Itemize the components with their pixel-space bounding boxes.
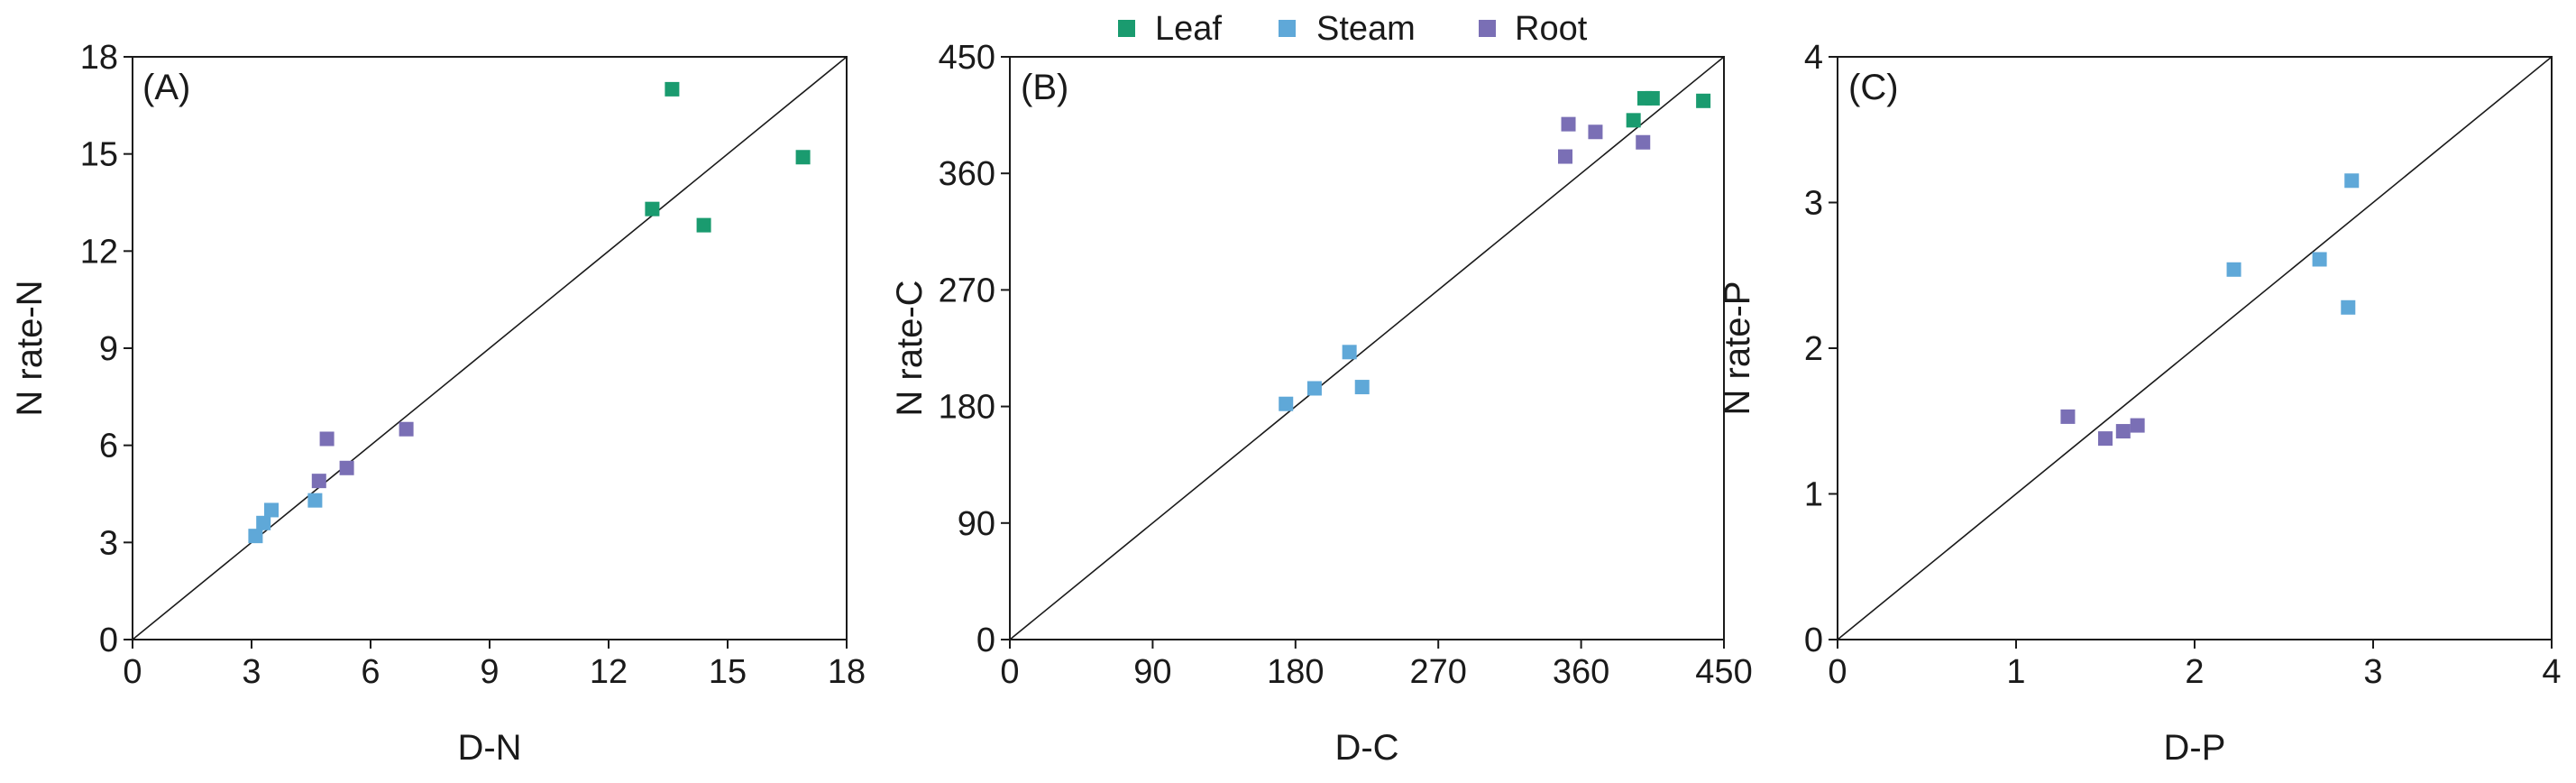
y-tick-label: 18 — [80, 39, 118, 77]
x-tick-label: 1 — [2006, 653, 2025, 691]
x-tick-label: 270 — [1409, 653, 1466, 691]
x-tick-label: 6 — [361, 653, 380, 691]
x-tick-label: 2 — [2185, 653, 2204, 691]
legend-label-root: Root — [1515, 10, 1588, 48]
panel-a: 0 3 6 9 12 15 18 0 3 6 9 12 15 18 (A) D-N N rate-N — [10, 39, 866, 768]
y-tick-label: 9 — [99, 330, 118, 368]
data-point-leaf — [795, 150, 811, 165]
data-point-leaf — [1626, 113, 1641, 128]
panel-a-x-axis-title: D-N — [457, 728, 521, 768]
data-point-root — [2060, 409, 2076, 424]
panel-c: 0 1 2 3 4 0 1 2 3 4 (C) D-P N rate-P — [1718, 39, 2562, 768]
x-tick-label: 3 — [2363, 653, 2382, 691]
data-point-root — [319, 431, 335, 447]
y-tick-label: 6 — [99, 428, 118, 465]
data-point-steam — [1342, 345, 1357, 360]
legend-swatch-steam — [1279, 20, 1296, 37]
y-tick-label: 3 — [1804, 185, 1823, 223]
data-point-steam — [2226, 262, 2241, 277]
panel-b-one-to-one-line — [1009, 56, 1725, 640]
legend-swatch-root — [1479, 20, 1496, 37]
data-point-root — [1636, 134, 1651, 150]
data-point-leaf — [696, 217, 711, 233]
data-point-root — [339, 460, 354, 475]
data-point-leaf — [1696, 93, 1711, 108]
y-tick-label: 15 — [80, 136, 118, 174]
data-point-leaf — [1645, 90, 1660, 106]
x-tick-label: 360 — [1553, 653, 1609, 691]
data-point-steam — [1306, 381, 1322, 396]
legend-item-leaf: Leaf — [1118, 10, 1222, 48]
x-tick-label: 450 — [1695, 653, 1752, 691]
x-tick-label: 15 — [709, 653, 747, 691]
x-tick-label: 180 — [1267, 653, 1324, 691]
data-point-steam — [2344, 173, 2360, 189]
y-tick-label: 12 — [80, 233, 118, 271]
x-tick-label: 90 — [1133, 653, 1171, 691]
y-tick-label: 0 — [1804, 622, 1823, 659]
y-tick-label: 0 — [99, 622, 118, 659]
data-point-root — [2098, 431, 2113, 447]
x-tick-label: 0 — [1000, 653, 1019, 691]
x-tick-label: 3 — [242, 653, 261, 691]
x-tick-label: 0 — [1828, 653, 1847, 691]
panel-c-x-axis-title: D-P — [2164, 728, 2226, 768]
panel-b-label: (B) — [1021, 68, 1068, 107]
panel-a-label: (A) — [142, 68, 190, 107]
panel-b-plot: 0 90 180 270 360 450 0 90 180 270 360 450 — [939, 39, 1753, 691]
data-point-steam — [2312, 252, 2327, 267]
data-point-leaf — [665, 81, 680, 97]
legend-swatch-leaf — [1118, 20, 1135, 37]
data-point-root — [2115, 424, 2131, 439]
data-point-root — [1558, 149, 1572, 164]
panel-b-y-axis-title: N rate-C — [890, 280, 930, 416]
data-point-root — [399, 421, 414, 437]
x-tick-label: 18 — [828, 653, 866, 691]
panel-c-y-axis-title: N rate-P — [1718, 281, 1757, 416]
data-point-steam — [1354, 380, 1370, 395]
y-tick-label: 4 — [1804, 39, 1823, 77]
y-tick-label: 360 — [939, 155, 995, 193]
data-point-root — [1588, 124, 1603, 140]
data-point-root — [2130, 418, 2145, 433]
data-point-leaf — [645, 201, 660, 216]
legend: Leaf Steam Root — [1118, 10, 1588, 48]
legend-label-steam: Steam — [1316, 10, 1416, 48]
panel-a-y-axis-title: N rate-N — [10, 280, 50, 416]
panel-b-frame — [1009, 56, 1725, 640]
y-tick-label: 450 — [939, 39, 995, 77]
panel-c-one-to-one-line — [1837, 56, 2553, 640]
x-tick-label: 9 — [480, 653, 499, 691]
y-tick-label: 2 — [1804, 330, 1823, 368]
legend-label-leaf: Leaf — [1155, 10, 1222, 48]
x-tick-label: 12 — [590, 653, 628, 691]
panel-a-plot: 0 3 6 9 12 15 18 0 3 6 9 12 15 18 — [80, 39, 866, 691]
legend-item-root: Root — [1479, 10, 1588, 48]
y-tick-label: 180 — [939, 389, 995, 427]
y-tick-label: 1 — [1804, 476, 1823, 514]
data-point-steam — [1279, 396, 1294, 411]
x-tick-label: 4 — [2542, 653, 2561, 691]
data-point-steam — [2341, 299, 2356, 315]
panel-b-x-axis-title: D-C — [1334, 728, 1398, 768]
y-tick-label: 270 — [939, 272, 995, 309]
data-point-steam — [248, 529, 263, 544]
panel-b: 0 90 180 270 360 450 0 90 180 270 360 450 (B) D-C N… — [890, 39, 1753, 768]
data-point-steam — [256, 515, 271, 530]
data-point-root — [311, 474, 326, 489]
x-tick-label: 0 — [123, 653, 142, 691]
y-tick-label: 0 — [976, 622, 995, 659]
legend-item-steam: Steam — [1279, 10, 1416, 48]
data-point-steam — [264, 502, 279, 518]
y-tick-label: 3 — [99, 524, 118, 562]
panel-c-plot: 0 1 2 3 4 0 1 2 3 4 — [1804, 39, 2562, 691]
y-tick-label: 90 — [958, 505, 995, 543]
data-point-steam — [307, 493, 323, 508]
panel-c-label: (C) — [1848, 68, 1899, 107]
data-point-root — [1561, 116, 1576, 132]
